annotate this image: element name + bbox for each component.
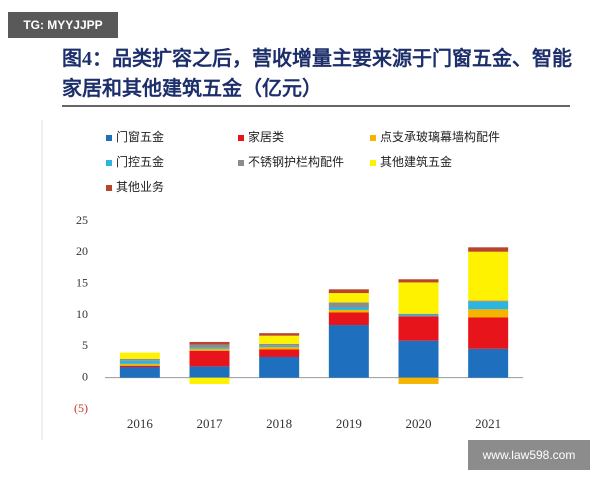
- y-tick-label: 25: [76, 213, 88, 227]
- legend-label: 家居类: [248, 129, 284, 144]
- legend-swatch: [106, 160, 112, 166]
- bar-segment: [259, 343, 300, 346]
- bar-segment: [328, 307, 369, 310]
- legend-label: 门控五金: [116, 154, 164, 169]
- bar-segment: [398, 282, 439, 314]
- bar-segment: [328, 309, 369, 313]
- legend-swatch: [370, 160, 376, 166]
- bar-segment: [468, 309, 509, 318]
- bar-segment: [468, 247, 509, 252]
- y-tick-label: 5: [82, 338, 88, 352]
- legend-label: 点支承玻璃幕墙构配件: [380, 129, 500, 144]
- x-tick-label: 2019: [336, 416, 362, 431]
- bar-segment: [328, 293, 369, 303]
- bar-segment: [398, 377, 439, 384]
- legend-label: 其他建筑五金: [380, 154, 452, 169]
- chart-title: 图4：品类扩容之后，营收增量主要来源于门窗五金、智能家居和其他建筑五金（亿元）: [62, 48, 572, 100]
- bar-segment: [259, 349, 300, 357]
- bar-segment: [259, 356, 300, 378]
- bar-segment: [328, 302, 369, 308]
- y-tick-label: 20: [76, 244, 88, 258]
- y-tick-label: 0: [82, 369, 88, 383]
- bar-segment: [189, 348, 230, 351]
- legend-swatch: [238, 160, 244, 166]
- bar-segment: [259, 345, 300, 347]
- watermark-url: www.law598.com: [468, 440, 590, 470]
- bar-segment: [119, 367, 160, 378]
- bar-segment: [189, 341, 230, 345]
- y-tick-label: 10: [76, 307, 88, 321]
- legend-swatch: [238, 135, 244, 141]
- bar-segment: [328, 312, 369, 326]
- bar-segment: [189, 366, 230, 378]
- x-tick-label: 2021: [475, 416, 501, 431]
- legend-label: 其他业务: [116, 179, 164, 194]
- bar-segment: [328, 289, 369, 294]
- bar-segment: [119, 352, 160, 359]
- legend-swatch: [370, 135, 376, 141]
- bar-segment: [119, 358, 160, 361]
- bar-segment: [398, 340, 439, 378]
- watermark: TG: MYYJJPP: [8, 12, 118, 38]
- bar-segment: [259, 346, 300, 350]
- bar-segment: [259, 333, 300, 336]
- bar-segment: [468, 251, 509, 301]
- y-tick-label: (5): [74, 401, 88, 415]
- legend-label: 不锈钢护栏构配件: [248, 154, 344, 169]
- x-tick-label: 2018: [266, 416, 292, 431]
- bar-segment: [189, 350, 230, 367]
- bar-segment: [119, 360, 160, 364]
- bar-segment: [189, 377, 230, 384]
- bar-segment: [398, 316, 439, 341]
- bar-segment: [189, 344, 230, 348]
- legend-label: 门窗五金: [116, 129, 164, 144]
- bar-segment: [468, 317, 509, 349]
- x-tick-label: 2020: [406, 416, 432, 431]
- bar-segment: [189, 347, 230, 349]
- bar-segment: [398, 313, 439, 315]
- x-tick-label: 2016: [127, 416, 154, 431]
- legend-swatch: [106, 135, 112, 141]
- bar-segment: [468, 348, 509, 378]
- y-tick-label: 15: [76, 275, 88, 289]
- bar-segment: [398, 279, 439, 283]
- bar-segment: [259, 335, 300, 344]
- bar-segment: [119, 365, 160, 368]
- bar-segment: [468, 301, 509, 310]
- x-tick-label: 2017: [197, 416, 224, 431]
- legend-swatch: [106, 185, 112, 191]
- bar-segment: [468, 300, 509, 302]
- bar-segment: [119, 363, 160, 366]
- bar-segment: [398, 315, 439, 317]
- bar-segment: [328, 325, 369, 378]
